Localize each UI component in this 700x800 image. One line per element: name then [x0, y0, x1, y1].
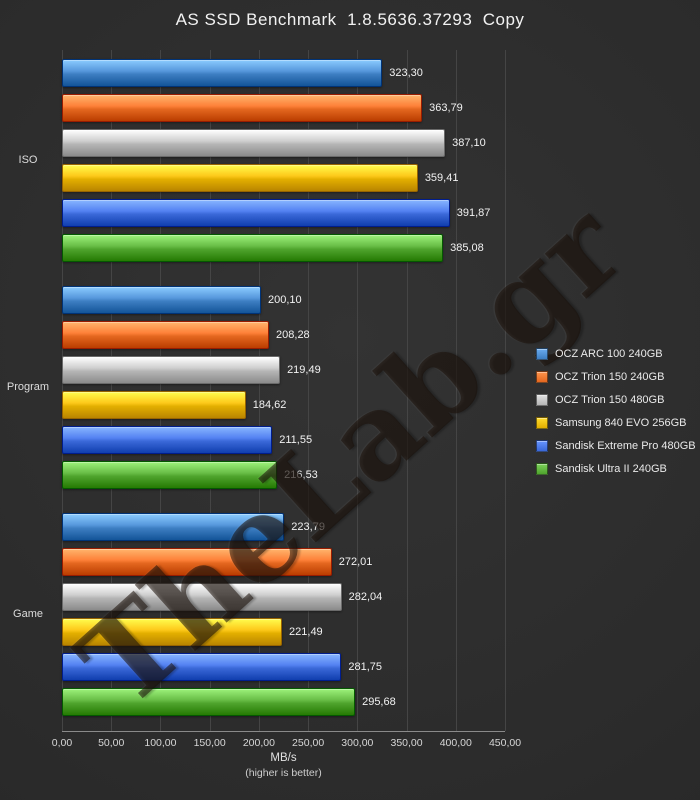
gridline [357, 50, 359, 731]
bar-value-label: 281,75 [348, 661, 383, 673]
category-label: ISO [18, 153, 38, 166]
legend-item: Sandisk Ultra II 240GB [536, 463, 696, 475]
bar-game-6 [62, 688, 356, 716]
x-tick-label: 100,00 [144, 737, 177, 749]
category-label: Program [6, 380, 50, 393]
legend-label: Sandisk Ultra II 240GB [555, 463, 667, 475]
legend-item: OCZ Trion 150 480GB [536, 394, 696, 406]
gridline [209, 50, 211, 731]
x-tick-label: 300,00 [341, 737, 374, 749]
bar-value-label: 387,10 [452, 137, 486, 149]
bar-game-5 [62, 653, 342, 681]
legend-item: OCZ Trion 150 240GB [536, 371, 696, 383]
category-label: Game [13, 607, 43, 620]
plot-area: 0,00 50,00 100,00 150,00 200,00 250,00 300,00 3… [7, 50, 521, 749]
bar-value-label: 282,04 [348, 591, 383, 603]
bar-iso-3 [62, 129, 446, 157]
bar-value-label: 391,87 [456, 207, 491, 219]
gridline [111, 50, 113, 731]
bar-value-label: 272,01 [338, 556, 373, 568]
x-tick-label: 50,00 [98, 737, 125, 749]
gridline [160, 50, 162, 731]
x-tick-label: 250,00 [292, 737, 325, 749]
bar-program-2 [62, 321, 270, 349]
gridline [258, 50, 260, 731]
x-tick-label: 0,00 [51, 737, 73, 749]
bar-program-6 [62, 461, 278, 489]
gridline [62, 50, 63, 731]
x-axis-label: MB/s [270, 752, 297, 764]
gridline [505, 50, 506, 731]
bar-iso-4 [62, 164, 418, 192]
legend-label: OCZ Trion 150 240GB [555, 371, 665, 383]
x-axis-line [62, 731, 505, 732]
bar-game-2 [62, 548, 332, 576]
legend-label: Samsung 840 EVO 256GB [555, 417, 687, 429]
legend-swatch [536, 417, 548, 429]
bar-program-4 [62, 391, 246, 419]
x-tick-label: 350,00 [390, 737, 423, 749]
bar-value-label: 219,49 [287, 364, 321, 376]
chart-title: AS SSD Benchmark 1.8.5636.37293 Copy [175, 10, 525, 29]
bar-value-label: 223,79 [291, 521, 325, 533]
bar-value-label: 208,28 [276, 329, 310, 341]
legend-swatch [536, 348, 548, 360]
x-tick-label: 400,00 [439, 737, 472, 749]
x-tick-label: 200,00 [242, 737, 275, 749]
bar-value-label: 216,53 [284, 469, 318, 481]
x-axis-sublabel: (higher is better) [245, 767, 322, 779]
x-tick-label: 150,00 [193, 737, 226, 749]
bar-game-4 [62, 618, 283, 646]
legend-swatch [536, 394, 548, 406]
bar-iso-2 [62, 94, 423, 122]
bar-value-label: 200,10 [267, 294, 302, 306]
legend-label: OCZ ARC 100 240GB [555, 348, 663, 360]
bar-value-label: 385,08 [450, 242, 484, 254]
legend-swatch [536, 440, 548, 452]
bar-program-3 [62, 356, 281, 384]
bar-value-label: 295,68 [362, 696, 396, 708]
legend-item: Samsung 840 EVO 256GB [536, 417, 696, 429]
legend: OCZ ARC 100 240GB OCZ Trion 150 240GB OCZ … [536, 348, 696, 475]
legend-label: OCZ Trion 150 480GB [555, 394, 665, 406]
legend-swatch [536, 463, 548, 475]
legend-swatch [536, 371, 548, 383]
bar-game-3 [62, 583, 342, 611]
bar-value-label: 184,62 [252, 399, 287, 411]
bar-value-label: 323,30 [389, 67, 423, 79]
bar-value-label: 359,41 [424, 172, 459, 184]
bar-iso-6 [62, 234, 444, 262]
legend-item: Sandisk Extreme Pro 480GB [536, 440, 696, 452]
bar-program-5 [62, 426, 273, 454]
legend-item: OCZ ARC 100 240GB [536, 348, 696, 360]
bar-iso-1 [62, 59, 383, 87]
legend-label: Sandisk Extreme Pro 480GB [555, 440, 696, 452]
gridline [308, 50, 310, 731]
bar-value-label: 363,79 [429, 102, 463, 114]
bar-game-1 [62, 513, 285, 541]
bar-value-label: 221,49 [289, 626, 323, 638]
x-tick-label: 450,00 [488, 737, 522, 749]
bar-program-1 [62, 286, 261, 314]
bar-iso-5 [62, 199, 450, 227]
bar-value-label: 211,55 [279, 434, 313, 446]
gridline [406, 50, 408, 731]
gridline [455, 50, 457, 731]
